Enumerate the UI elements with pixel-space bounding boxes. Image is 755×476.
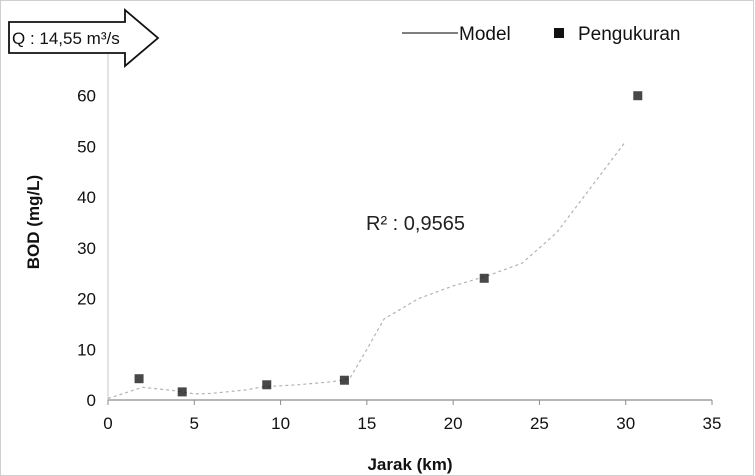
y-tick-label: 10 [77, 340, 96, 359]
x-tick-label: 15 [357, 414, 376, 433]
y-tick-label: 30 [77, 239, 96, 258]
legend-pengukuran-label: Pengukuran [578, 24, 680, 45]
y-tick-label: 50 [77, 137, 96, 156]
y-tick-label: 20 [77, 290, 96, 309]
x-tick-label: 5 [190, 414, 199, 433]
pengukuran-point [633, 91, 643, 101]
y-axis-title: BOD (mg/L) [24, 175, 43, 269]
legend-pengukuran-marker [554, 28, 564, 38]
pengukuran-point [177, 387, 187, 397]
y-tick-label: 40 [77, 188, 96, 207]
x-tick-label: 20 [444, 414, 463, 433]
pengukuran-point [339, 375, 349, 385]
x-tick-label: 0 [103, 414, 112, 433]
flow-arrow-shape [8, 8, 160, 68]
x-tick-label: 30 [616, 414, 635, 433]
x-tick-label: 10 [271, 414, 290, 433]
pengukuran-point [479, 273, 489, 283]
series-layer [107, 91, 643, 400]
y-tick-label: 60 [77, 87, 96, 106]
legend: Model Pengukuran [402, 24, 680, 45]
x-axis-title: Jarak (km) [367, 455, 452, 474]
tick-layer: 05101520253035010203040506070 [77, 36, 721, 433]
pengukuran-point [262, 380, 272, 390]
flow-label: Q : 14,55 m³/s [12, 29, 120, 48]
x-tick-label: 25 [530, 414, 549, 433]
pengukuran-point [134, 374, 144, 384]
model-line [107, 141, 627, 400]
x-tick-label: 35 [703, 414, 722, 433]
legend-model-label: Model [459, 24, 511, 45]
y-tick-label: 0 [87, 391, 96, 410]
r-squared-annotation: R² : 0,9565 [366, 213, 465, 235]
